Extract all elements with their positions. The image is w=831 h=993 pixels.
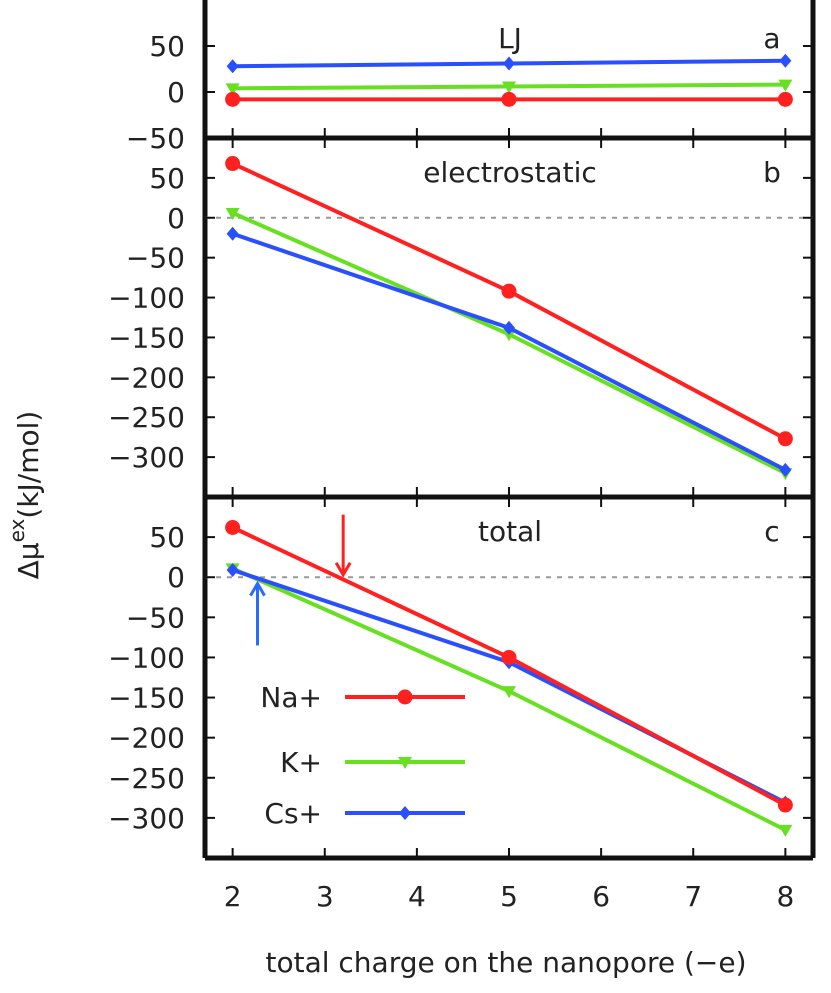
legend-item: Cs+	[264, 797, 465, 830]
y-tick-label: −300	[108, 802, 185, 835]
data-point	[778, 79, 793, 92]
data-point	[226, 59, 239, 74]
x-tick-label: 2	[224, 880, 242, 913]
legend-marker	[399, 806, 411, 820]
series-na-plus	[225, 91, 793, 107]
series-k-plus	[225, 207, 793, 481]
data-point	[777, 431, 793, 447]
x-axis: total charge on the nanopore (−e) 2 3 4 5 6 7…	[224, 880, 795, 979]
y-tick-label: 50	[149, 30, 185, 63]
x-axis-label: total charge on the nanopore (−e)	[265, 946, 746, 979]
x-tick-label: 7	[684, 880, 702, 913]
series-na-plus	[225, 156, 793, 447]
panel-letter: a	[763, 22, 780, 55]
panel-title: total	[478, 515, 542, 548]
panel-title: electrostatic	[423, 156, 597, 189]
data-point	[779, 462, 792, 477]
y-tick-label: −200	[108, 722, 185, 755]
x-tick-label: 5	[500, 880, 518, 913]
y-tick-label: −50	[126, 122, 185, 155]
y-tick-label: 0	[167, 202, 185, 235]
series-na-plus	[225, 519, 793, 813]
y-axis-label: Δμex(kJ/mol)	[5, 411, 45, 580]
data-point	[778, 824, 793, 837]
data-point	[502, 686, 516, 699]
arrow-head	[334, 562, 352, 578]
data-point	[225, 207, 240, 220]
legend-item: K+	[280, 746, 465, 779]
data-point	[779, 53, 792, 68]
x-tick-label: 6	[592, 880, 610, 913]
series-line	[231, 231, 787, 472]
y-tick-label: −300	[108, 441, 185, 474]
data-point	[777, 797, 793, 813]
legend-label: Na+	[260, 681, 322, 714]
y-tick-label: −250	[108, 401, 185, 434]
series-cs-plus	[226, 53, 792, 74]
panel-letter: c	[764, 515, 779, 548]
data-point	[226, 563, 239, 578]
legend-marker	[397, 689, 413, 705]
data-point	[225, 156, 241, 172]
y-tick-label: −150	[108, 321, 185, 354]
arrow-head	[249, 580, 266, 597]
y-axis-label-unit: (kJ/mol)	[12, 411, 45, 519]
x-tick-label: 4	[408, 880, 426, 913]
legend-marker	[398, 757, 412, 769]
y-tick-label: 0	[167, 76, 185, 109]
y-tick-label: −250	[108, 762, 185, 795]
svg-text:Δμex(kJ/mol): Δμex(kJ/mol)	[5, 411, 45, 580]
y-axis-label-superscript: ex	[5, 518, 29, 542]
y-tick-label: −100	[108, 641, 185, 674]
x-tick-label: 8	[776, 880, 794, 913]
y-tick-label: −50	[126, 601, 185, 634]
data-point	[501, 649, 517, 665]
panel-letter: b	[763, 156, 781, 189]
y-tick-label: −200	[108, 361, 185, 394]
data-point	[502, 329, 516, 342]
panel-b: −300 −250 −200 −150 −100 −50 0 50 electrostatic b	[108, 135, 816, 500]
panels: −50 0 50 LJ a −300 −250 −200 −150 −100 −50 0 50 elect…	[108, 0, 816, 861]
series-k-plus	[225, 79, 793, 96]
data-point	[503, 56, 515, 71]
panel-c: −300 −250 −200 −150 −100 −50 0 50 total c	[108, 494, 816, 861]
y-tick-label: 0	[167, 561, 185, 594]
data-point	[225, 519, 241, 535]
legend-item: Na+	[260, 681, 465, 714]
y-axis-label-prefix: Δμ	[12, 542, 45, 579]
data-point	[225, 83, 240, 96]
arrow-up-annotation	[249, 580, 266, 646]
data-point	[225, 91, 241, 107]
panel-a: −50 0 50 LJ a	[126, 0, 816, 155]
data-point	[502, 81, 516, 94]
series-line	[231, 211, 787, 475]
legend-label: Cs+	[264, 797, 322, 830]
y-tick-label: 50	[149, 162, 185, 195]
data-point	[503, 320, 515, 335]
legend: Na+ K+ Cs+	[260, 681, 465, 830]
panel-title: LJ	[498, 22, 522, 55]
data-point	[501, 283, 517, 299]
data-point	[777, 91, 793, 107]
series-cs-plus	[226, 226, 792, 477]
y-tick-label: −150	[108, 682, 185, 715]
y-tick-label: 50	[149, 521, 185, 554]
legend-label: K+	[280, 746, 322, 779]
series-k-plus	[225, 563, 793, 837]
y-tick-label: −50	[126, 242, 185, 275]
arrow-down-annotation	[334, 514, 352, 578]
series-line	[231, 161, 787, 441]
data-point	[226, 226, 239, 241]
data-point	[501, 91, 517, 107]
x-tick-label: 3	[316, 880, 334, 913]
y-tick-label: −100	[108, 282, 185, 315]
